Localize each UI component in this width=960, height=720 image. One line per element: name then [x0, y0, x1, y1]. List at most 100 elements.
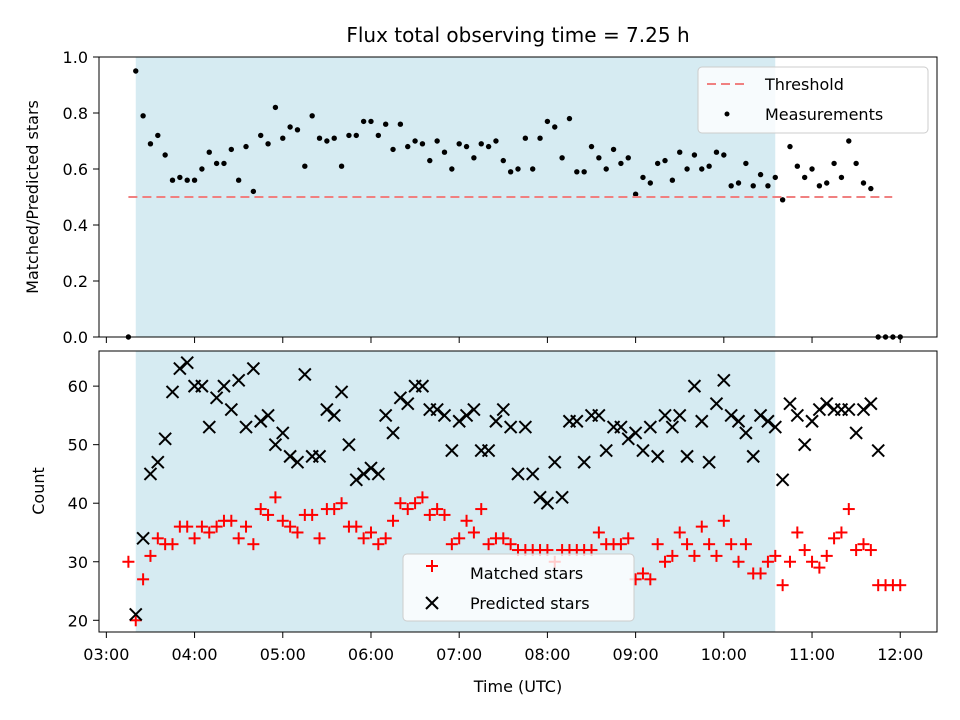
matched-star-point [842, 503, 855, 516]
bottom-y-tick-label: 20 [68, 611, 88, 630]
predicted-star-mark [217, 379, 231, 393]
predicted-star-point [724, 408, 738, 423]
bottom-legend: Matched stars Predicted stars [402, 553, 635, 622]
predicted-star-point [349, 473, 363, 487]
x-tick-label: 03:00 [83, 645, 129, 664]
matched-star-point [129, 614, 142, 627]
measurement-point [530, 166, 536, 172]
measurement-point [382, 121, 389, 127]
measurement-point [280, 135, 286, 141]
predicted-star-mark [695, 414, 709, 428]
predicted-star-mark [202, 420, 216, 434]
measurement-point [787, 143, 793, 150]
predicted-star-point [621, 432, 635, 446]
predicted-star-point [283, 449, 297, 464]
predicted-star-mark [871, 443, 885, 458]
measurement-point [140, 113, 146, 119]
predicted-star-mark [136, 531, 150, 546]
measurement-point [434, 138, 440, 144]
predicted-star-mark [724, 408, 738, 423]
measurement-point [699, 166, 705, 172]
measurement-point [735, 180, 742, 186]
predicted-star-point [503, 420, 518, 434]
predicted-star-point [650, 449, 665, 464]
matched-star-point [864, 544, 877, 557]
predicted-star-mark [349, 473, 363, 487]
predicted-star-point [570, 414, 584, 428]
predicted-star-point [202, 420, 216, 434]
predicted-star-point [268, 437, 283, 452]
predicted-star-point [856, 402, 871, 417]
predicted-star-mark [209, 391, 224, 405]
predicted-star-mark [511, 467, 525, 481]
measurement-point [794, 163, 801, 169]
matched-star-point [695, 520, 708, 533]
measurement-point [162, 152, 168, 158]
measurement-point [596, 155, 602, 161]
predicted-star-point [180, 356, 194, 370]
predicted-star-point [761, 414, 775, 428]
measurement-point [397, 121, 404, 127]
measurement-point [471, 155, 477, 161]
predicted-star-mark [452, 414, 466, 428]
predicted-star-point [511, 467, 525, 481]
predicted-star-point [261, 408, 275, 423]
predicted-star-point [195, 379, 209, 393]
predicted-star-mark [467, 402, 481, 417]
measurement-point [221, 160, 227, 167]
predicted-star-point [871, 443, 885, 458]
predicted-star-point [820, 396, 834, 411]
bottom-legend-box [402, 553, 635, 622]
measurement-point [206, 149, 212, 155]
measurement-point [368, 118, 374, 125]
matched-star-point [820, 549, 833, 562]
measurement-point [155, 132, 161, 139]
bottom-y-tick-label: 60 [68, 377, 88, 396]
measurement-point [493, 138, 499, 144]
matched-star-point [387, 514, 400, 527]
top-y-axis-label: Matched/Predicted stars [23, 100, 42, 294]
predicted-star-mark [783, 396, 797, 411]
predicted-star-mark [371, 467, 386, 481]
predicted-star-point [548, 455, 562, 469]
matched-stars-series [122, 491, 907, 627]
predicted-star-point [254, 414, 268, 428]
predicted-star-mark [790, 408, 805, 423]
predicted-star-point [165, 385, 180, 399]
measurement-point [581, 169, 587, 175]
predicted-star-mark [577, 455, 591, 469]
legend-predicted-swatch [425, 596, 439, 610]
predicted-star-point [452, 414, 466, 428]
measurement-point [632, 191, 639, 197]
top-panel: 0.0 0.2 0.4 0.6 0.8 1.0 Matched/Predicted sta… [23, 48, 938, 347]
matched-star-point [681, 538, 694, 551]
matched-star-point [482, 538, 495, 551]
matched-star-point [791, 526, 804, 539]
predicted-star-mark [731, 414, 746, 428]
measurement-point [750, 183, 756, 189]
predicted-star-mark [768, 420, 782, 434]
top-y-tick-label: 0.2 [63, 272, 88, 291]
measurement-point [765, 183, 771, 189]
matched-star-point [364, 526, 377, 539]
predicted-star-point [239, 420, 253, 434]
matched-star-point [401, 503, 414, 516]
matched-star-point [703, 538, 716, 551]
top-y-axis: 0.0 0.2 0.4 0.6 0.8 1.0 [63, 48, 99, 347]
matched-star-point [394, 497, 407, 510]
predicted-star-point [356, 467, 371, 481]
predicted-star-point [864, 396, 878, 411]
matched-star-point [151, 532, 164, 545]
matched-star-point [203, 526, 216, 539]
predicted-star-point [790, 408, 805, 423]
measurement-point [235, 177, 242, 183]
predicted-star-mark [158, 432, 172, 446]
measurement-point [441, 149, 448, 155]
predicted-star-point [364, 461, 378, 475]
predicted-star-point [401, 396, 415, 411]
predicted-star-mark [628, 426, 643, 440]
bottom-panel: 20 30 40 50 60 03:00 04:00 05:00 06:00 07:00 08:0… [29, 350, 938, 696]
predicted-star-mark [643, 420, 658, 434]
measurement-point [677, 149, 683, 155]
legend-matched-label: Matched stars [470, 564, 583, 583]
